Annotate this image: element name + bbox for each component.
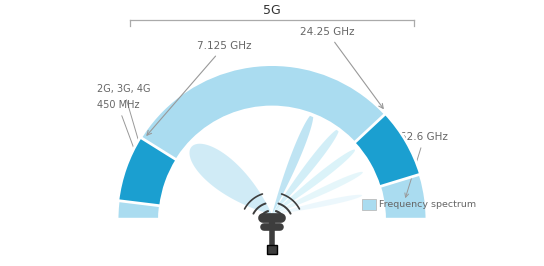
Text: 7.125 GHz: 7.125 GHz [147, 41, 251, 135]
Text: 24.25 GHz: 24.25 GHz [300, 27, 383, 108]
Wedge shape [118, 137, 177, 206]
Text: 450 MHz: 450 MHz [97, 100, 145, 177]
FancyBboxPatch shape [362, 200, 376, 210]
Polygon shape [272, 149, 355, 214]
Wedge shape [354, 114, 421, 187]
Wedge shape [117, 64, 427, 219]
Polygon shape [272, 172, 363, 214]
Polygon shape [272, 129, 339, 214]
Polygon shape [189, 144, 272, 214]
Text: 2G, 3G, 4G: 2G, 3G, 4G [97, 84, 150, 169]
FancyBboxPatch shape [268, 244, 276, 253]
Text: 52.6 GHz: 52.6 GHz [400, 132, 448, 197]
Text: Frequency spectrum: Frequency spectrum [379, 200, 477, 209]
Polygon shape [272, 195, 362, 214]
Polygon shape [272, 114, 313, 214]
Text: 5G: 5G [263, 4, 281, 17]
